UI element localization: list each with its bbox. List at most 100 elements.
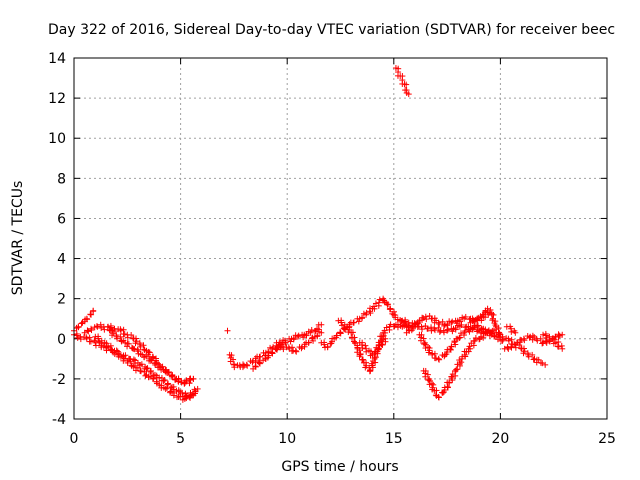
data-point	[501, 343, 512, 352]
grid-lines	[74, 58, 607, 419]
data-point	[465, 338, 477, 352]
data-point	[181, 375, 194, 387]
series-track-11	[356, 335, 389, 359]
data-point	[461, 313, 473, 323]
data-point	[559, 331, 566, 338]
series-track-20	[503, 323, 519, 336]
data-point	[473, 322, 485, 333]
data-point	[441, 318, 453, 329]
series-track-5	[105, 322, 197, 387]
series-track-4	[92, 333, 201, 403]
plot-frame	[73, 57, 608, 420]
data-point	[356, 339, 369, 352]
series-track-21	[540, 330, 566, 352]
data-point	[256, 349, 268, 360]
x-tick-label: 0	[70, 431, 79, 447]
data-point	[416, 314, 427, 324]
data-point	[452, 357, 465, 374]
data-point	[143, 371, 154, 381]
y-tick-label: 10	[48, 131, 66, 147]
series-track-9	[318, 295, 416, 351]
data-point	[405, 91, 412, 98]
x-axis-label: GPS time / hours	[281, 459, 398, 475]
data-point	[399, 316, 410, 327]
data-point	[130, 345, 144, 358]
data-point	[181, 392, 194, 402]
data-point	[480, 307, 489, 318]
series-track-3	[81, 321, 197, 387]
series-track-12	[392, 65, 412, 98]
data-point	[422, 312, 435, 323]
series-track-18	[493, 329, 549, 368]
data-point	[518, 345, 531, 357]
data-point	[273, 339, 284, 351]
data-point	[478, 330, 489, 341]
y-tick-label: 12	[48, 91, 66, 107]
y-tick-label: -4	[52, 412, 66, 428]
data-point	[493, 329, 503, 341]
data-point	[124, 331, 137, 342]
series-track-14	[403, 309, 493, 336]
data-point	[190, 375, 197, 382]
data-point	[435, 318, 448, 329]
series-track-8	[273, 328, 325, 355]
y-tick-label: -2	[52, 372, 66, 388]
data-point	[424, 324, 435, 334]
chart-title: Day 322 of 2016, Sidereal Day-to-day VTE…	[48, 22, 615, 38]
data-point	[292, 344, 305, 355]
series-track-17	[467, 305, 504, 338]
data-point	[420, 367, 433, 384]
data-point	[375, 336, 389, 353]
data-point	[467, 317, 478, 326]
data-point	[90, 307, 97, 314]
data-point	[512, 329, 519, 336]
data-point	[363, 305, 374, 318]
data-point	[363, 345, 374, 359]
data-point	[318, 321, 325, 328]
data-point	[224, 327, 231, 334]
data-point	[117, 326, 128, 338]
data-point	[499, 333, 512, 343]
data-point	[520, 333, 533, 344]
data-point	[173, 375, 188, 387]
y-tick-label: 4	[57, 252, 66, 268]
data-point	[288, 332, 299, 343]
data-point	[230, 361, 243, 371]
data-point	[124, 357, 135, 370]
x-tick-label: 20	[491, 431, 509, 447]
data-point	[531, 355, 542, 366]
data-point	[156, 361, 169, 375]
data-point	[105, 342, 115, 354]
data-point	[341, 321, 353, 336]
data-point	[88, 308, 97, 318]
data-point	[335, 317, 346, 329]
data-point	[94, 321, 105, 331]
data-point	[399, 323, 406, 330]
y-tick-label: 0	[57, 332, 66, 348]
data-point	[149, 375, 160, 387]
data-point	[286, 344, 297, 355]
data-point	[348, 329, 361, 351]
data-point	[533, 335, 546, 347]
data-point	[552, 331, 563, 341]
series-track-22	[540, 331, 566, 346]
series-track-10	[335, 317, 406, 375]
data-point	[75, 320, 85, 331]
data-point	[559, 345, 566, 352]
data-point	[401, 81, 410, 94]
data-point	[318, 339, 328, 351]
data-point	[403, 322, 416, 336]
data-point	[354, 345, 366, 363]
data-point	[380, 295, 390, 306]
data-point	[488, 311, 499, 329]
y-axis-label: SDTVAR / TECUs	[10, 181, 26, 296]
data-point	[426, 377, 437, 393]
y-tick-label: 14	[48, 51, 66, 67]
data-point	[301, 328, 312, 339]
series-track-16	[420, 327, 498, 401]
data-points	[71, 65, 566, 403]
data-point	[149, 353, 162, 367]
x-tick-label: 25	[598, 431, 616, 447]
data-point	[441, 346, 454, 358]
